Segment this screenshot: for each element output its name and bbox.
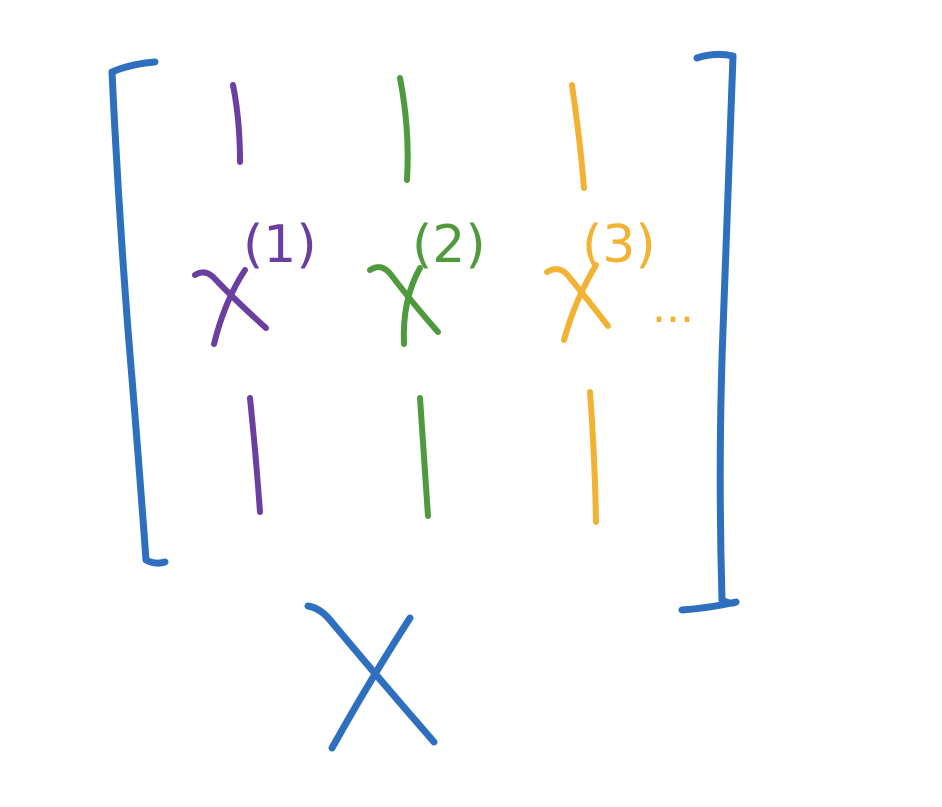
column-3: (3) x xyxy=(0,0,656,525)
column-3-symbol: x xyxy=(0,0,1,1)
column-1-top-bar xyxy=(230,82,243,165)
column-2-x-stroke-a xyxy=(367,264,441,335)
column-1-x-stroke-a xyxy=(192,269,269,331)
right-bracket xyxy=(678,50,740,614)
matrix-label: X xyxy=(304,602,438,801)
column-3-x-stroke-b xyxy=(561,262,599,343)
matrix-label-stroke-b xyxy=(328,614,414,752)
matrix-label-stroke-a xyxy=(304,602,438,746)
matrix-label-text: X xyxy=(370,799,371,801)
column-1-bottom-bar xyxy=(247,395,263,515)
continuation-dots: ... xyxy=(652,282,694,333)
column-3-superscript: (3) xyxy=(582,215,656,275)
column-2: (2) x xyxy=(0,0,486,519)
column-1-symbol: x xyxy=(0,0,1,1)
column-1-x-stroke-b xyxy=(211,267,248,347)
column-3-top-bar xyxy=(569,82,587,191)
column-2-top-bar xyxy=(397,75,411,183)
column-2-symbol: x xyxy=(0,0,1,1)
column-2-x-stroke-b xyxy=(400,265,423,347)
column-3-x-stroke-a xyxy=(544,266,611,329)
column-2-superscript: (2) xyxy=(412,215,486,275)
left-bracket xyxy=(108,58,169,567)
column-1-superscript: (1) xyxy=(243,215,317,275)
column-3-bottom-bar xyxy=(587,389,599,525)
column-2-bottom-bar xyxy=(417,395,431,519)
column-1: (1) x xyxy=(0,0,317,515)
